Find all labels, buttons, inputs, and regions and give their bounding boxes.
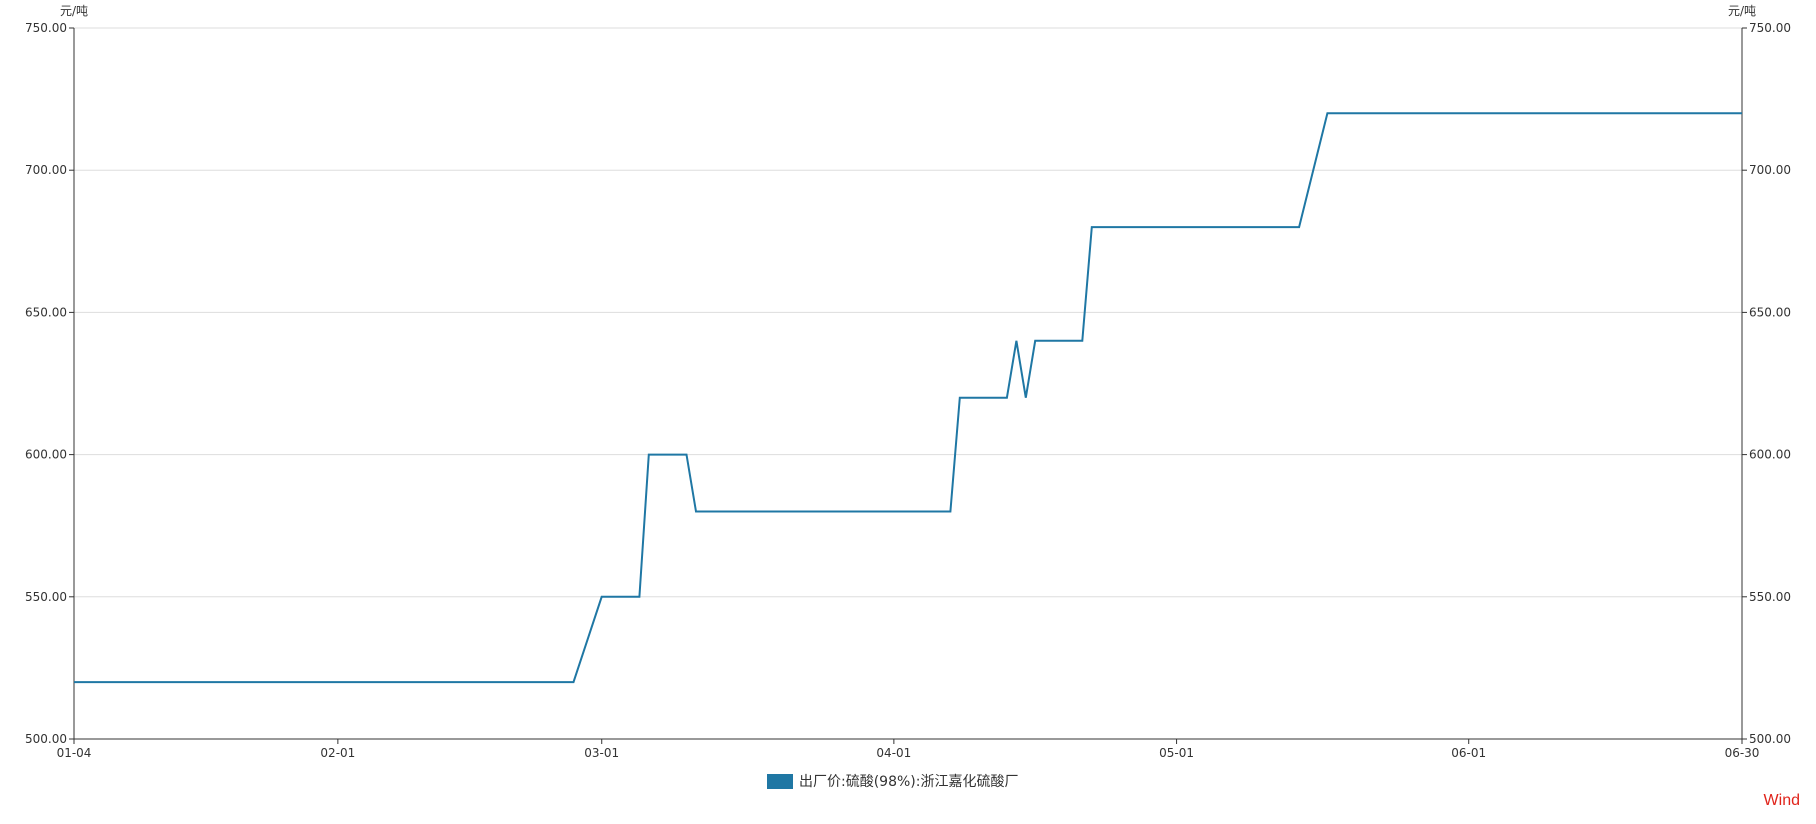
x-tick-label: 05-01 — [1159, 746, 1194, 760]
y-tick-label-right: 550.00 — [1749, 590, 1791, 604]
wind-watermark: Wind — [1764, 792, 1800, 809]
x-tick-label: 02-01 — [320, 746, 355, 760]
x-tick-label: 06-30 — [1725, 746, 1760, 760]
series-layer — [74, 112, 1742, 684]
y-axis-unit-left: 元/吨 — [60, 4, 88, 18]
grid-lines — [74, 27, 1742, 598]
legend-swatch[interactable] — [767, 774, 793, 789]
y-ticks-right: 750.00 700.00 650.00 600.00 550.00 500.00 — [1742, 21, 1791, 746]
x-tick-label: 01-04 — [57, 746, 92, 760]
y-tick-label-right: 500.00 — [1749, 732, 1791, 746]
y-tick-label-right: 700.00 — [1749, 163, 1791, 177]
y-tick-label-left: 500.00 — [25, 732, 67, 746]
y-tick-label-left: 550.00 — [25, 590, 67, 604]
series-line[interactable] — [74, 112, 1742, 684]
y-tick-label-left: 650.00 — [25, 305, 67, 319]
y-tick-label-left: 750.00 — [25, 21, 67, 35]
legend-label[interactable]: 出厂价:硫酸(98%):浙江嘉化硫酸厂 — [799, 774, 1018, 790]
x-ticks: 01-04 02-01 03-01 04-01 05-01 06-01 06-30 — [57, 739, 1760, 760]
y-tick-label-right: 650.00 — [1749, 305, 1791, 319]
axes — [73, 28, 1743, 740]
y-tick-label-left: 700.00 — [25, 163, 67, 177]
y-axis-unit-right: 元/吨 — [1728, 4, 1756, 18]
y-ticks-left: 750.00 700.00 650.00 600.00 550.00 500.00 — [25, 21, 74, 746]
x-tick-label: 06-01 — [1451, 746, 1486, 760]
x-tick-label: 03-01 — [584, 746, 619, 760]
legend[interactable]: 出厂价:硫酸(98%):浙江嘉化硫酸厂 — [767, 774, 1018, 790]
y-tick-label-right: 600.00 — [1749, 448, 1791, 462]
x-tick-label: 04-01 — [876, 746, 911, 760]
y-tick-label-right: 750.00 — [1749, 21, 1791, 35]
y-tick-label-left: 600.00 — [25, 448, 67, 462]
